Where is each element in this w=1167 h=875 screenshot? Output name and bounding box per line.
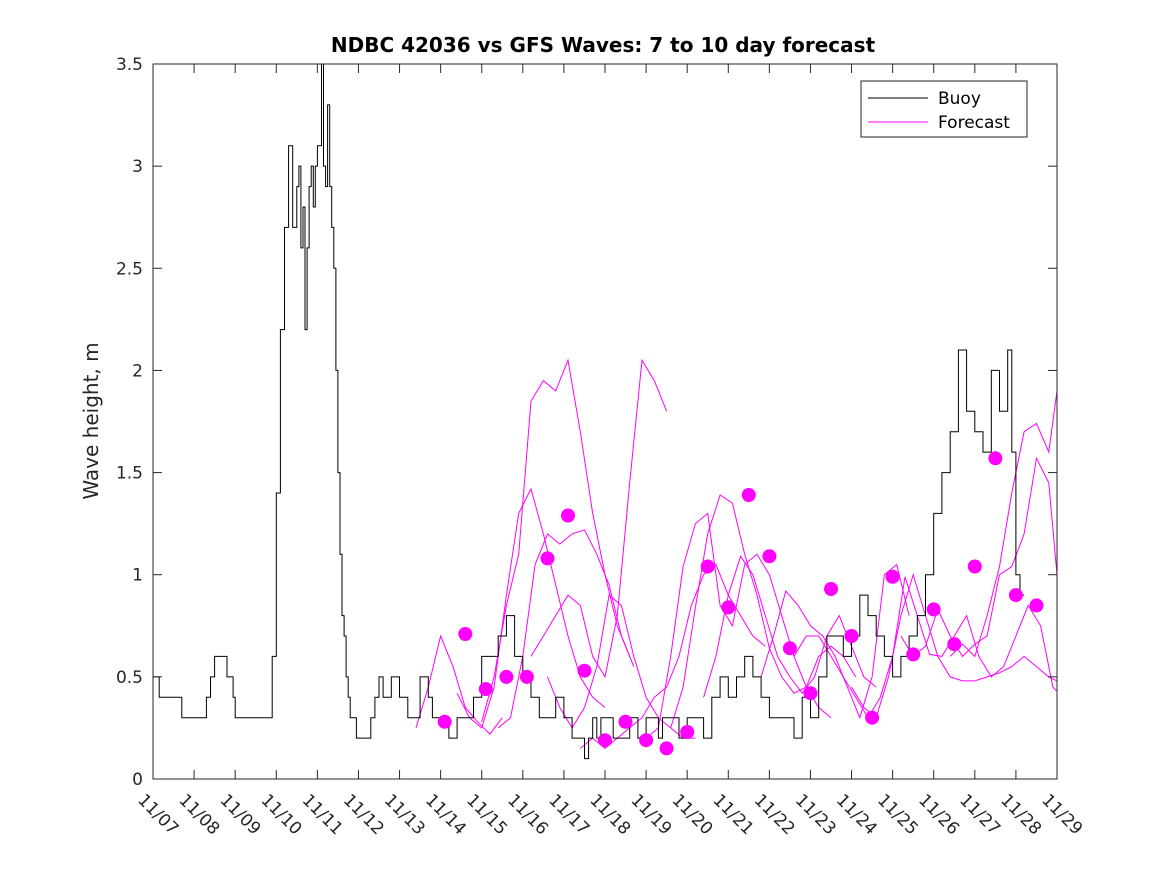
forecast-point: [782, 641, 797, 656]
forecast-point: [885, 569, 900, 584]
forecast-point: [947, 637, 962, 652]
forecast-point: [700, 559, 715, 574]
forecast-point: [540, 551, 555, 566]
forecast-line-4: [497, 529, 635, 729]
forecast-point: [762, 549, 777, 564]
forecast-point: [967, 559, 982, 574]
forecast-point: [1029, 598, 1044, 613]
y-tick-label: 0: [132, 770, 143, 790]
forecast-point: [926, 602, 941, 617]
y-tick-label: 2.5: [116, 259, 143, 279]
forecast-point: [803, 686, 818, 701]
forecast-line-14: [900, 456, 1057, 658]
forecast-line-11: [760, 563, 910, 720]
forecast-point: [561, 508, 575, 523]
forecast-line-5: [530, 358, 668, 679]
forecast-point: [844, 629, 859, 643]
buoy-line: [153, 64, 1025, 760]
legend-box: [860, 80, 1028, 138]
forecast-line-9: [670, 494, 857, 729]
forecast-line-1: [415, 634, 503, 735]
forecast-point: [659, 741, 674, 756]
forecast-line-8: [645, 512, 832, 739]
y-tick-label: 3: [132, 157, 143, 177]
forecast-line-13: [851, 572, 1057, 719]
forecast-point: [1008, 588, 1023, 603]
forecast-point: [865, 710, 880, 725]
legend-label-buoy: Buoy: [938, 89, 981, 109]
forecast-point: [478, 682, 493, 697]
plot-area: [153, 64, 1057, 760]
forecast-point: [577, 663, 592, 678]
y-axis-label: Wave height, m: [79, 342, 103, 499]
forecast-point: [437, 714, 452, 729]
forecast-point: [988, 451, 1003, 466]
forecast-point: [499, 669, 514, 684]
forecast-line-2: [456, 487, 606, 729]
forecast-point: [519, 669, 534, 684]
forecast-point: [906, 647, 921, 662]
forecast-point: [721, 600, 736, 615]
forecast-point: [639, 733, 654, 748]
y-tick-label: 0.5: [116, 668, 143, 688]
forecast-point: [598, 733, 612, 748]
y-tick-label: 1: [132, 566, 143, 586]
forecast-line-12: [793, 576, 1057, 719]
y-tick-label: 1.5: [116, 464, 143, 484]
forecast-point: [741, 488, 756, 502]
plot-clip-group: [153, 64, 1057, 760]
forecast-point: [680, 725, 695, 739]
legend: Buoy Forecast: [860, 80, 1028, 138]
forecast-line-15: [949, 390, 1057, 658]
forecast-point: [824, 582, 838, 596]
legend-label-forecast: Forecast: [938, 113, 1010, 133]
chart-title: NDBC 42036 vs GFS Waves: 7 to 10 day for…: [331, 33, 876, 57]
forecast-point: [618, 714, 633, 729]
y-tick-label: 2: [132, 361, 143, 381]
y-tick-label: 3.5: [116, 55, 143, 75]
forecast-point: [458, 627, 473, 641]
